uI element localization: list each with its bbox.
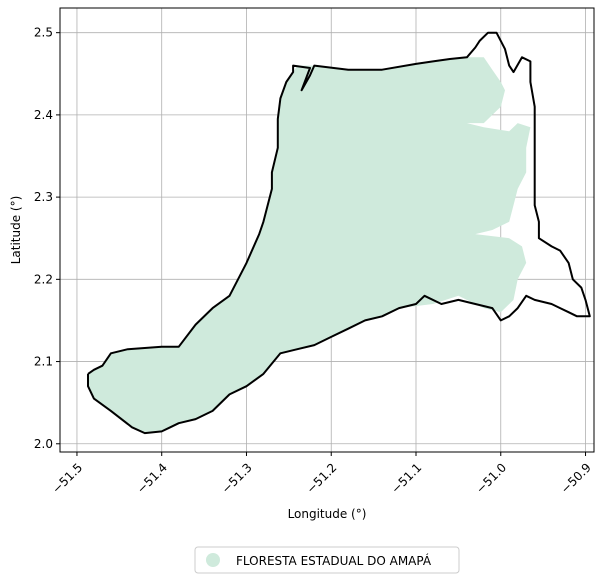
y-tick-label: 2.0 xyxy=(34,437,53,451)
y-tick-label: 2.5 xyxy=(34,26,53,40)
y-tick-label: 2.3 xyxy=(34,190,53,204)
region-outline xyxy=(87,31,591,435)
plot-content xyxy=(87,31,591,435)
region-fill xyxy=(88,57,531,434)
legend-marker-icon xyxy=(206,553,220,567)
x-axis-label: Longitude (°) xyxy=(288,507,367,521)
y-ticks: 2.0 2.1 2.2 2.3 2.4 2.5 xyxy=(34,26,60,451)
y-tick-label: 2.1 xyxy=(34,355,53,369)
legend: FLORESTA ESTADUAL DO AMAPÁ xyxy=(194,546,460,574)
legend-box xyxy=(194,546,460,574)
axes-frame xyxy=(59,7,595,453)
y-axis-label: Latitude (°) xyxy=(9,196,23,265)
legend-label: FLORESTA ESTADUAL DO AMAPÁ xyxy=(236,553,432,568)
y-tick-label: 2.2 xyxy=(34,272,53,286)
y-tick-label: 2.4 xyxy=(34,108,53,122)
